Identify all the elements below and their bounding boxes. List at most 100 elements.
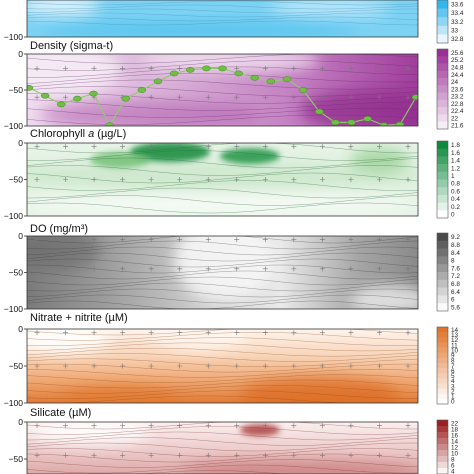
do-y-tick-label: −50 xyxy=(9,268,24,278)
chlorophyll-colorbar-tick-label: 1.2 xyxy=(451,165,460,172)
density-colorbar-swatch xyxy=(437,114,448,123)
do-panel-title: DO (mg/m³) xyxy=(30,223,88,235)
salinity-colorbar: 33.633.4 33.233 32.8 xyxy=(436,0,464,44)
do-colorbar-tick-label: 6.4 xyxy=(451,289,460,296)
chlorophyll-y-tick-label: −50 xyxy=(9,175,24,185)
silicate-colorbar-swatch xyxy=(437,438,448,445)
nitrate-colorbar-swatch xyxy=(437,393,448,400)
nitrate-plot-area xyxy=(26,328,419,404)
salinity-colorbar-tick-label: 33.4 xyxy=(451,10,464,17)
nitrate-colorbar-tick-label: 0 xyxy=(451,399,455,406)
salinity-contour-field xyxy=(27,0,418,37)
nitrate-colorbar-tick-label: 12 xyxy=(451,337,459,344)
do-y-tick-label: 0 xyxy=(18,231,23,241)
panel-chlorophyll: Chlorophyll a (µg/L) 1.81.61.41.210.80.6… xyxy=(4,128,460,221)
chlorophyll-colorbar-swatch xyxy=(437,141,448,149)
density-marker-point xyxy=(105,122,114,126)
silicate-y-axis: 0 −50 xyxy=(9,417,27,464)
silicate-colorbar-tick-label: 8 xyxy=(451,456,455,463)
nitrate-colorbar-tick-label: 10 xyxy=(451,347,459,354)
density-colorbar-swatch xyxy=(437,70,448,79)
do-colorbar-tick-label: 7.6 xyxy=(451,265,460,272)
silicate-colorbar-tick-label: 4 xyxy=(451,468,455,474)
chlorophyll-colorbar-tick-label: 1 xyxy=(451,173,455,180)
panel-salinity: 33.633.4 33.233 32.8 −100 xyxy=(4,0,464,44)
salinity-colorbar-swatch xyxy=(437,0,448,9)
chlorophyll-colorbar-tick-label: 1.8 xyxy=(451,142,460,149)
silicate-colorbar-tick-label: 22 xyxy=(451,420,459,427)
silicate-colorbar-swatch xyxy=(437,450,448,457)
density-marker-point xyxy=(89,90,98,97)
nitrate-colorbar-tick-label: 13 xyxy=(451,332,459,339)
density-panel-title: Density (sigma-t) xyxy=(30,40,113,52)
salinity-colorbar-swatch xyxy=(437,8,448,18)
density-colorbar-swatch xyxy=(437,63,448,72)
do-colorbar-swatch xyxy=(437,233,448,242)
nitrate-y-tick-label: 0 xyxy=(18,324,23,334)
nitrate-colorbar-tick-label: 9 xyxy=(451,353,455,360)
chlorophyll-colorbar-tick-label: 1.4 xyxy=(451,158,460,165)
density-y-tick-label: 0 xyxy=(18,49,23,59)
salinity-colorbar-tick-label: 33.6 xyxy=(451,2,464,9)
nitrate-colorbar-frame xyxy=(436,326,449,405)
salinity-colorbar-tick-label: 33.2 xyxy=(451,19,464,26)
nitrate-colorbar-tick-label: 1 xyxy=(451,394,455,401)
do-colorbar-swatch xyxy=(437,295,448,304)
do-y-tick-label: −100 xyxy=(4,304,23,314)
do-colorbar-swatch xyxy=(437,256,448,265)
panel-density: Density (sigma-t) 25.625.224.824.42423.6… xyxy=(4,40,464,131)
silicate-colorbar-swatch xyxy=(437,432,448,439)
do-colorbar-tick-label: 7.2 xyxy=(451,273,460,280)
salinity-colorbar-tick-label: 32.8 xyxy=(451,36,464,43)
chlorophyll-y-axis: 0 −50 −100 xyxy=(4,138,27,221)
density-marker-point xyxy=(347,119,356,126)
chlorophyll-colorbar-swatch xyxy=(437,171,448,180)
do-colorbar-tick-label: 8.8 xyxy=(451,242,460,249)
density-plot-area xyxy=(26,53,419,127)
do-colorbar: 9.28.88.487.67.26.86.465.6 xyxy=(436,232,460,311)
nitrate-y-axis: 0 −50 −100 xyxy=(4,324,27,408)
silicate-plot-frame xyxy=(26,421,419,474)
nitrate-colorbar-swatch xyxy=(437,383,448,389)
salinity-plot-area xyxy=(26,0,419,38)
do-y-axis: 0 −50 −100 xyxy=(4,231,27,314)
do-colorbar-tick-label: 8 xyxy=(451,258,455,265)
nitrate-contour-field xyxy=(27,329,418,403)
density-marker-point xyxy=(331,119,340,126)
salinity-colorbar-swatch xyxy=(437,34,448,44)
silicate-colorbar-tick-label: 18 xyxy=(451,426,459,433)
do-colorbar-swatch xyxy=(437,272,448,281)
do-colorbar-tick-label: 8.4 xyxy=(451,250,460,257)
nitrate-colorbar-tick-label: 14 xyxy=(451,327,459,334)
silicate-colorbar-tick-label: 14 xyxy=(451,438,459,445)
chlorophyll-panel-title: Chlorophyll a (µg/L) xyxy=(30,128,126,140)
do-colorbar-tick-label: 6 xyxy=(451,297,455,304)
silicate-colorbar-swatch xyxy=(437,462,448,469)
do-colorbar-swatch xyxy=(437,287,448,296)
nitrate-colorbar-tick-label: 3 xyxy=(451,383,455,390)
density-colorbar-tick-label: 22.8 xyxy=(451,101,464,108)
nitrate-colorbar-swatch xyxy=(437,337,448,343)
density-colorbar-swatch xyxy=(437,107,448,115)
chlorophyll-colorbar-swatch xyxy=(437,194,448,203)
chlorophyll-colorbar-swatch xyxy=(437,164,448,173)
density-y-axis: 0 −50 −100 xyxy=(4,49,27,131)
density-marker-point xyxy=(218,65,227,72)
do-colorbar-tick-label: 5.6 xyxy=(451,304,460,311)
silicate-plot-area xyxy=(26,421,419,474)
nitrate-colorbar-tick-label: 5 xyxy=(451,373,455,380)
salinity-y-axis: −100 xyxy=(4,32,27,42)
chlorophyll-colorbar: 1.81.61.41.210.80.60.40.20 xyxy=(436,140,460,219)
chlorophyll-colorbar-swatch xyxy=(437,202,448,211)
density-colorbar-tick-label: 24.8 xyxy=(451,64,464,71)
nitrate-colorbar-tick-label: 8 xyxy=(451,358,455,365)
density-colorbar-tick-label: 25.2 xyxy=(451,57,464,64)
density-marker-point xyxy=(282,76,292,83)
density-marker-point xyxy=(186,66,195,73)
chlorophyll-colorbar-frame xyxy=(436,140,449,219)
density-colorbar-swatch xyxy=(437,92,448,101)
do-plot-area xyxy=(26,235,419,310)
